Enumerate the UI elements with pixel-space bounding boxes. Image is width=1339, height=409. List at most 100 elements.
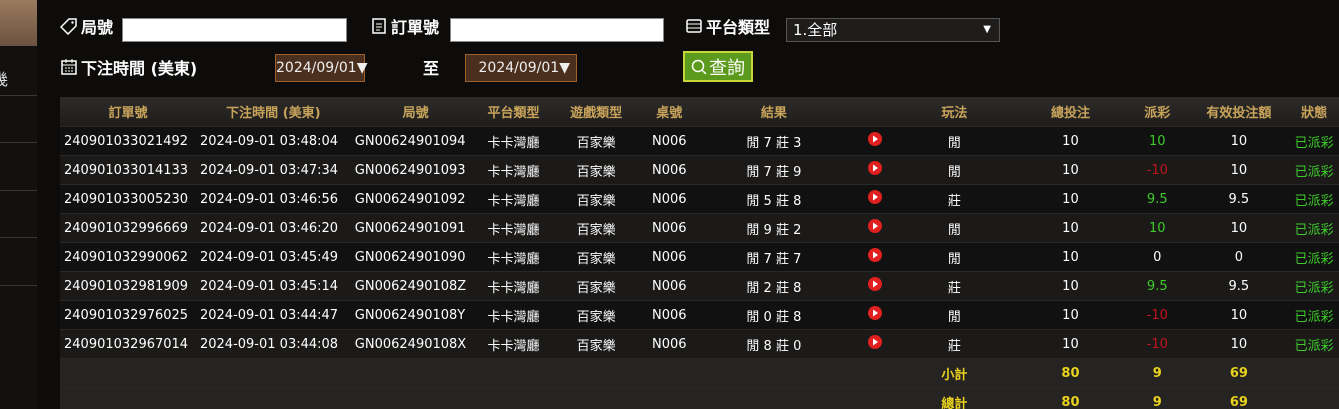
table-row: 240901032990062 2024-09-01 03:45:49 GN0062… xyxy=(60,242,1339,272)
results-table: 訂單號 下注時間 (美東) 局號 平台類型 遊戲類型 桌號 結果 玩法 總投注 派彩 有效投注額 狀態… xyxy=(60,97,1339,409)
table-cell: 卡卡灣廳 xyxy=(480,242,547,272)
sidebar-tab[interactable] xyxy=(0,0,37,46)
table-cell: 莊 xyxy=(894,184,1014,214)
table-cell: 百家樂 xyxy=(546,242,646,272)
table-cell: 已派彩 xyxy=(1290,242,1339,272)
round-input[interactable] xyxy=(122,18,347,42)
play-icon[interactable] xyxy=(867,131,883,147)
table-cell: 閒 7 莊 3 xyxy=(692,126,855,156)
table-row: 240901032996669 2024-09-01 03:46:20 GN0062… xyxy=(60,213,1339,243)
play-icon[interactable] xyxy=(867,247,883,263)
table-cell: 9.5 xyxy=(1126,184,1188,214)
table-cell: 閒 xyxy=(894,213,1014,243)
header-cell: 局號 xyxy=(350,97,481,127)
table-cell: 百家樂 xyxy=(546,300,646,330)
video-cell xyxy=(854,126,895,156)
table-cell: 已派彩 xyxy=(1290,300,1339,330)
footer-valid: 69 xyxy=(1187,387,1291,409)
table-cell: 莊 xyxy=(894,329,1014,359)
subtotal-row: 小計 80 9 69 xyxy=(60,358,1339,388)
date-from[interactable]: 2024/09/01▼ xyxy=(275,54,367,82)
table-cell: 2024-09-01 03:45:49 xyxy=(195,242,351,272)
table-footer: 小計 80 9 69 總計 80 9 69 xyxy=(60,358,1339,409)
video-cell xyxy=(854,213,895,243)
order-input[interactable] xyxy=(450,18,664,42)
separator xyxy=(0,190,37,191)
date-text: 2024/09/01 xyxy=(276,60,357,76)
footer-blank xyxy=(1290,387,1339,409)
table-cell: N006 xyxy=(645,213,693,243)
table-cell: 卡卡灣廳 xyxy=(480,271,547,301)
table-cell: 閒 5 莊 8 xyxy=(692,184,855,214)
table-cell: 240901032996669 xyxy=(60,213,196,243)
play-icon[interactable] xyxy=(867,276,883,292)
sidebar: 幾 xyxy=(0,0,37,409)
footer-blank xyxy=(60,387,895,409)
footer-payout: 9 xyxy=(1126,358,1188,388)
play-icon[interactable] xyxy=(867,218,883,234)
search-button[interactable]: 查詢 xyxy=(683,51,753,82)
play-icon[interactable] xyxy=(867,305,883,321)
table-cell: 10 xyxy=(1187,126,1291,156)
table-cell: 2024-09-01 03:44:08 xyxy=(195,329,351,359)
footer-payout: 9 xyxy=(1126,387,1188,409)
table-cell: 百家樂 xyxy=(546,184,646,214)
label-text: 下注時間 (美東) xyxy=(81,59,198,78)
video-cell xyxy=(854,184,895,214)
play-icon[interactable] xyxy=(867,160,883,176)
table-cell: N006 xyxy=(645,242,693,272)
table-cell: 240901033014133 xyxy=(60,155,196,185)
table-row: 240901033014133 2024-09-01 03:47:34 GN0062… xyxy=(60,155,1339,185)
table-cell: 10 xyxy=(1013,329,1127,359)
play-icon[interactable] xyxy=(867,189,883,205)
table-cell: -10 xyxy=(1126,155,1188,185)
video-cell xyxy=(854,300,895,330)
header-cell: 總投注 xyxy=(1013,97,1127,127)
sidebar-label[interactable]: 幾 xyxy=(0,70,9,89)
video-cell xyxy=(854,271,895,301)
table-cell: 240901032990062 xyxy=(60,242,196,272)
table-cell: 10 xyxy=(1126,126,1188,156)
table-cell: 2024-09-01 03:46:56 xyxy=(195,184,351,214)
table-cell: 10 xyxy=(1013,242,1127,272)
table-cell: 2024-09-01 03:48:04 xyxy=(195,126,351,156)
calendar-icon xyxy=(61,59,77,75)
label-text: 平台類型 xyxy=(706,18,771,37)
separator xyxy=(0,142,37,143)
header-cell: 有效投注額 xyxy=(1187,97,1291,127)
table-cell: 百家樂 xyxy=(546,126,646,156)
table-cell: N006 xyxy=(645,155,693,185)
table-cell: -10 xyxy=(1126,329,1188,359)
table-cell: 240901032967014 xyxy=(60,329,196,359)
play-icon[interactable] xyxy=(867,334,883,350)
header-cell: 桌號 xyxy=(645,97,693,127)
header-cell: 派彩 xyxy=(1126,97,1188,127)
table-cell: N006 xyxy=(645,300,693,330)
table-cell: 卡卡灣廳 xyxy=(480,126,547,156)
video-cell xyxy=(854,329,895,359)
header-cell: 平台類型 xyxy=(480,97,547,127)
round-label: 局號 xyxy=(60,14,113,38)
header-cell: 遊戲類型 xyxy=(546,97,646,127)
table-cell: 10 xyxy=(1187,155,1291,185)
table-cell: 卡卡灣廳 xyxy=(480,329,547,359)
table-cell: 百家樂 xyxy=(546,329,646,359)
table-cell: 卡卡灣廳 xyxy=(480,184,547,214)
video-cell xyxy=(854,242,895,272)
table-cell: 2024-09-01 03:46:20 xyxy=(195,213,351,243)
table-row: 240901032981909 2024-09-01 03:45:14 GN0062… xyxy=(60,271,1339,301)
table-cell: 10 xyxy=(1013,300,1127,330)
video-cell xyxy=(854,155,895,185)
table-cell: GN0062490108Y xyxy=(350,300,481,330)
table-cell: 9.5 xyxy=(1126,271,1188,301)
platform-select[interactable]: 1.全部 ▼ xyxy=(786,18,1000,42)
table-cell: 10 xyxy=(1013,155,1127,185)
search-icon xyxy=(691,59,707,75)
header-cell xyxy=(854,97,895,127)
date-to[interactable]: 2024/09/01▼ xyxy=(465,54,577,82)
separator xyxy=(0,285,37,286)
header-cell: 狀態 xyxy=(1290,97,1339,127)
table-cell: GN00624901094 xyxy=(350,126,481,156)
footer-label: 總計 xyxy=(894,387,1014,409)
